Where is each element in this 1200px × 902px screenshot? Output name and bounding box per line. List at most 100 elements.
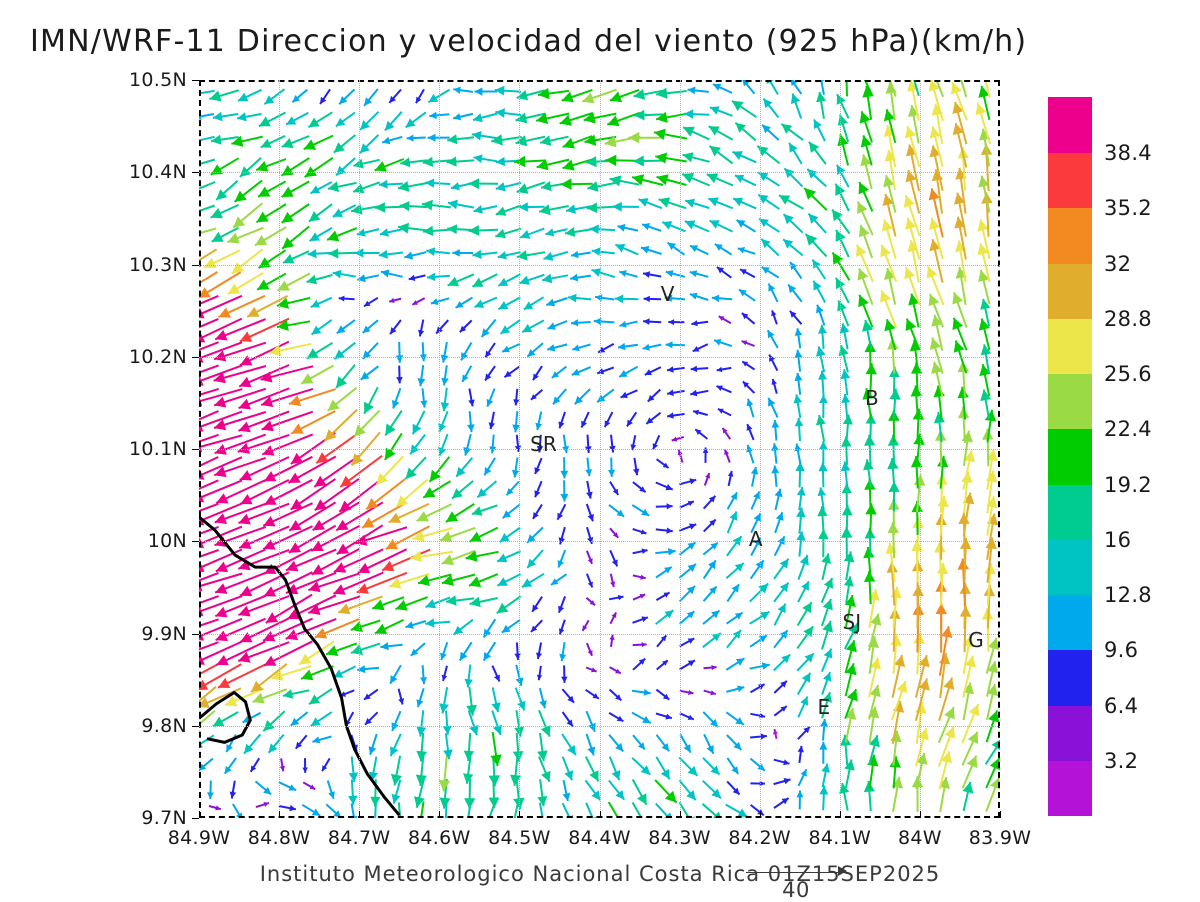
wind-arrow: [311, 298, 332, 308]
wind-arrow: [797, 487, 806, 510]
wind-arrow: [354, 248, 379, 257]
wind-arrow: [296, 735, 307, 748]
wind-arrow: [695, 429, 707, 439]
wind-arrow: [562, 435, 569, 453]
wind-arrow: [239, 526, 289, 549]
wind-arrow: [375, 620, 404, 634]
wind-arrow: [609, 505, 624, 517]
colorbar-band: [1048, 208, 1092, 264]
y-axis-label: 10.5N: [0, 69, 187, 91]
wind-arrow: [796, 531, 805, 556]
wind-arrow: [680, 611, 695, 624]
wind-arrow: [704, 586, 717, 601]
wind-arrow: [797, 626, 813, 648]
wind-arrow: [679, 524, 696, 531]
wind-arrow: [264, 457, 313, 482]
wind-arrow: [762, 267, 779, 278]
wind-arrow: [292, 90, 307, 103]
wind-arrow: [269, 735, 284, 753]
colorbar-band: [1048, 484, 1092, 540]
wind-arrow: [406, 621, 426, 629]
wind-arrow: [667, 366, 685, 373]
wind-arrow: [774, 655, 790, 671]
wind-arrow: [821, 553, 831, 580]
wind-arrow: [750, 733, 767, 739]
wind-arrow: [817, 80, 825, 95]
colorbar-band: [1048, 374, 1092, 430]
wind-arrow: [768, 330, 778, 348]
wind-arrow: [243, 713, 261, 723]
wind-arrow: [610, 574, 615, 587]
wind-arrow: [690, 270, 709, 277]
wind-arrow: [263, 711, 284, 731]
wind-arrow: [199, 182, 215, 195]
wind-arrow: [775, 604, 786, 626]
gridline-horizontal: [199, 172, 1000, 173]
wind-arrow: [781, 124, 803, 140]
wind-arrow: [472, 131, 498, 141]
wind-arrow: [680, 586, 696, 601]
wind-arrow: [610, 667, 621, 673]
wind-arrow: [587, 202, 616, 213]
wind-arrow: [751, 491, 760, 509]
wind-arrow: [239, 504, 290, 525]
wind-arrow: [410, 435, 425, 455]
wind-arrow: [279, 782, 296, 790]
wind-arrow: [357, 274, 379, 282]
wind-arrow: [485, 343, 495, 358]
wind-arrow: [502, 620, 520, 633]
wind-arrow: [519, 202, 545, 212]
wind-arrow: [819, 786, 828, 811]
station-label-b: B: [865, 386, 879, 410]
wind-arrow: [440, 642, 447, 660]
wind-arrow: [360, 135, 379, 153]
x-axis-tick: [920, 811, 921, 818]
wind-arrow: [452, 249, 473, 257]
wind-arrow: [609, 713, 623, 721]
wind-arrow: [710, 146, 733, 164]
colorbar-tick-label: 35.2: [1104, 196, 1152, 220]
wind-arrow: [199, 759, 213, 771]
wind-arrow: [639, 198, 663, 208]
wind-arrow: [416, 733, 427, 762]
wind-arrow: [213, 112, 238, 121]
y-axis-label: 9.9N: [0, 623, 187, 645]
wind-arrow: [704, 665, 717, 670]
gridline-horizontal: [199, 726, 1000, 727]
wind-arrow: [239, 365, 289, 387]
y-axis-tick: [192, 449, 199, 450]
wind-arrow: [656, 610, 674, 624]
wind-arrow: [443, 711, 452, 735]
wind-arrow: [495, 229, 521, 239]
x-axis-label: 84W: [898, 827, 942, 849]
station-label-sr: SR: [530, 432, 557, 456]
wind-arrow: [269, 344, 311, 356]
wind-arrow: [961, 471, 972, 513]
wind-arrow: [610, 690, 622, 701]
wind-arrow: [465, 665, 473, 688]
wind-arrow: [286, 113, 308, 125]
wind-arrow: [779, 195, 804, 209]
wind-arrow: [496, 206, 521, 216]
wind-arrow: [302, 758, 307, 773]
wind-arrow: [520, 229, 544, 239]
wind-arrow: [547, 344, 567, 351]
wind-arrow: [679, 758, 697, 776]
wind-arrow: [727, 584, 739, 601]
wind-arrow: [798, 697, 808, 718]
colorbar-band: [1048, 539, 1092, 595]
wind-arrow: [233, 203, 262, 228]
wind-arrow: [489, 412, 495, 429]
wind-arrow: [312, 320, 332, 335]
wind-arrow: [240, 480, 289, 504]
wind-arrow: [420, 342, 427, 361]
wind-arrow: [757, 146, 779, 164]
wind-arrow: [532, 597, 542, 612]
wind-arrow: [587, 504, 594, 521]
wind-arrow: [798, 727, 810, 740]
reference-vector-arrowhead: [838, 866, 847, 876]
wind-arrow: [822, 578, 833, 603]
wind-arrow: [605, 412, 613, 427]
wind-arrow: [322, 758, 330, 771]
wind-arrow: [468, 389, 475, 407]
